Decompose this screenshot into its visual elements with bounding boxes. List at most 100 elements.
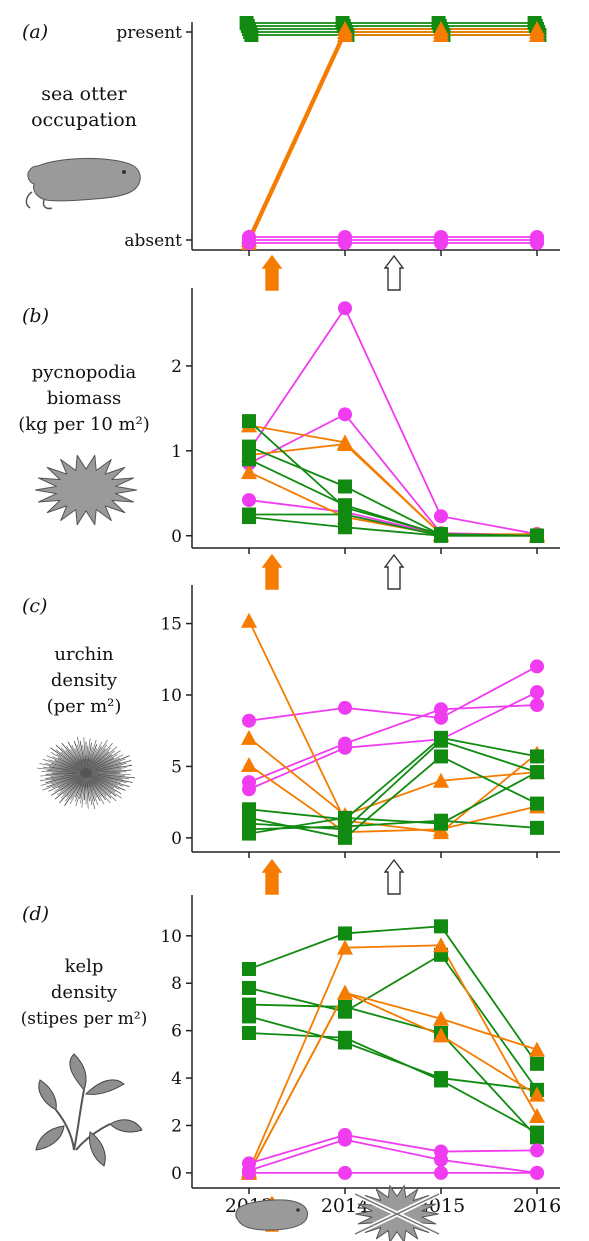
y-tick-label: 10 <box>160 686 182 706</box>
event-arrows <box>261 254 405 1232</box>
panel-title-line-1: kelp <box>65 956 104 977</box>
bottom-sea-otter-icon <box>235 1199 309 1231</box>
series-line-magenta <box>248 691 538 791</box>
data-point-green <box>530 528 544 543</box>
data-point-green <box>434 1073 448 1088</box>
panel-c: (c) urchin density (per m²) 0 5 10 15 <box>22 585 560 858</box>
data-point-green <box>242 1026 256 1041</box>
y-tick-label: 0 <box>171 527 182 547</box>
sea-star-icon <box>34 454 138 526</box>
series-line-green <box>248 1032 538 1134</box>
data-point-magenta <box>338 740 352 755</box>
data-point-green <box>434 528 448 543</box>
panel-title-line-2: biomass <box>47 388 121 409</box>
data-point-green <box>338 926 352 941</box>
panel-label: (a) <box>22 21 48 43</box>
panel-title-line-3: (kg per 10 m²) <box>18 414 150 435</box>
data-point-magenta <box>530 236 544 250</box>
panel-label: (b) <box>22 305 49 327</box>
data-point-magenta <box>434 1165 448 1180</box>
data-point-orange <box>529 1086 545 1102</box>
series-line-orange <box>248 991 538 1174</box>
data-point-orange <box>433 937 449 953</box>
data-point-green <box>242 414 256 429</box>
data-point-green <box>338 507 352 522</box>
series-line-orange <box>248 764 538 834</box>
panel-title-line-2: density <box>51 670 118 691</box>
data-point-orange <box>529 1041 545 1057</box>
data-point-green <box>242 962 256 977</box>
otter-arrival-arrow-icon <box>261 553 283 590</box>
series-line-green <box>248 953 538 1091</box>
data-point-orange <box>529 1107 545 1123</box>
panel-title-line-3: (per m²) <box>47 696 122 717</box>
y-tick-label: 0 <box>171 1164 182 1184</box>
x-tick-label: 2014 <box>321 1195 369 1217</box>
series-line-orange <box>248 620 538 834</box>
data-point-green <box>434 749 448 764</box>
series-line-magenta <box>248 306 538 535</box>
series-line-orange <box>248 28 537 238</box>
x-tick-label: 2016 <box>513 1195 561 1217</box>
data-point-magenta <box>242 782 256 797</box>
y-tick-label: 4 <box>171 1069 182 1089</box>
data-point-green <box>242 826 256 841</box>
series-line-orange <box>248 31 537 241</box>
data-point-green <box>530 820 544 835</box>
sea-otter-icon <box>25 157 141 210</box>
data-point-green <box>434 733 448 748</box>
data-point-orange <box>337 984 353 1000</box>
data-point-magenta <box>242 713 256 728</box>
panel-a: (a) sea otter occupation absent present <box>22 16 560 256</box>
series-line-orange <box>248 737 538 817</box>
data-point-orange <box>241 729 257 745</box>
data-point-magenta <box>242 1165 256 1180</box>
series-line-orange <box>248 944 538 1171</box>
y-tick-label: 6 <box>171 1022 182 1042</box>
data-point-orange <box>241 464 257 480</box>
series-line-green <box>248 819 538 831</box>
series-line-magenta <box>248 499 538 537</box>
data-point-green <box>530 1056 544 1071</box>
data-point-green <box>242 510 256 525</box>
series-line-green <box>248 1015 538 1091</box>
data-point-green <box>434 919 448 934</box>
panel-title-line-1: pycnopodia <box>32 362 137 383</box>
data-point-green <box>434 816 448 831</box>
series-line-magenta <box>248 1138 538 1174</box>
series-line-green <box>248 736 538 821</box>
data-point-magenta <box>338 1132 352 1147</box>
panel-b: (b) pycnopodia biomass (kg per 10 m²) 0 1… <box>18 288 560 554</box>
y-tick-label: 2 <box>171 357 182 377</box>
data-point-magenta <box>338 236 352 250</box>
series-line-green <box>248 925 538 1065</box>
panel-label: (c) <box>22 595 47 617</box>
data-point-green <box>530 765 544 780</box>
series-line-green <box>248 1003 538 1138</box>
y-tick-label: 2 <box>171 1116 182 1136</box>
data-point-orange <box>337 27 353 42</box>
data-point-magenta <box>530 1165 544 1180</box>
y-tick-label: absent <box>124 231 182 251</box>
panel-title-line-2: density <box>51 982 118 1003</box>
data-point-green <box>530 749 544 764</box>
data-point-magenta <box>434 236 448 250</box>
sea-urchin-icon <box>36 736 136 810</box>
data-point-orange <box>433 27 449 42</box>
panel-title-line-3: (stipes per m²) <box>21 1009 148 1029</box>
data-point-green <box>338 520 352 535</box>
series-line-green <box>248 771 538 835</box>
data-point-magenta <box>530 685 544 700</box>
data-point-magenta <box>530 659 544 674</box>
y-tick-label: 5 <box>171 757 182 777</box>
data-point-magenta <box>530 698 544 712</box>
data-point-orange <box>337 436 353 452</box>
pycnopodia-decline-arrow-icon <box>383 553 405 590</box>
panel-title-line-1: sea otter <box>41 83 127 105</box>
data-point-orange <box>241 757 257 772</box>
data-point-orange <box>529 27 545 42</box>
data-point-green <box>338 1030 352 1045</box>
data-point-magenta <box>434 702 448 717</box>
data-point-green <box>530 1125 544 1140</box>
